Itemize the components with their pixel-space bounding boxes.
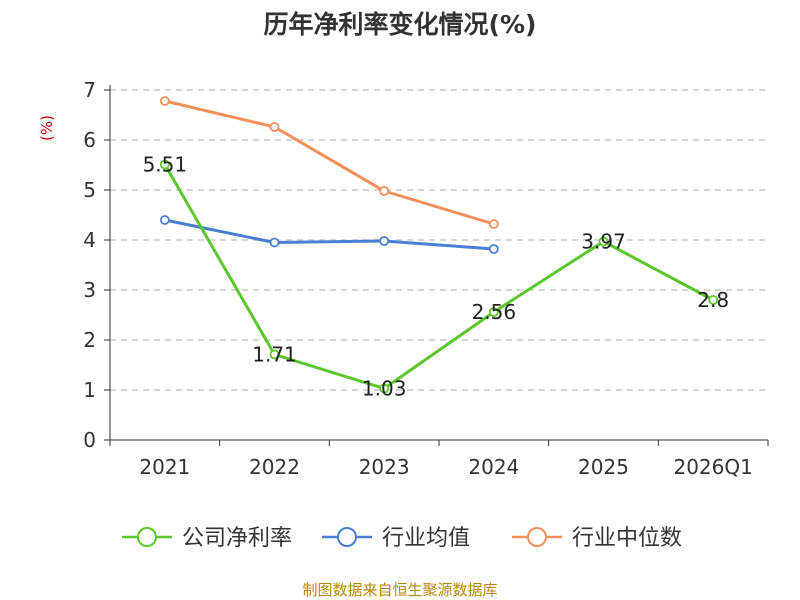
series-point-2 (269, 237, 280, 248)
legend-marker (337, 527, 357, 547)
chart-title: 历年净利率变化情况(%) (264, 10, 537, 39)
series-line-1 (163, 163, 714, 390)
data-label: 3.97 (581, 230, 626, 254)
x-tick-label: 2026Q1 (673, 455, 752, 479)
series-point-1 (598, 236, 609, 247)
data-label: 1.03 (362, 377, 407, 401)
y-axis-unit: (%) (38, 115, 56, 141)
legend-label: 公司净利率 (182, 526, 292, 551)
y-tick-label: 0 (83, 428, 96, 452)
data-label: 2.8 (697, 288, 729, 312)
x-tick-label: 2023 (359, 455, 410, 479)
legend[interactable]: 公司净利率 行业均值 行业中位数 (122, 526, 682, 551)
data-label: 1.71 (252, 343, 297, 367)
x-tick-label: 2021 (139, 455, 190, 479)
legend-marker (137, 527, 157, 547)
y-tick-label: 3 (83, 278, 96, 302)
series-point-1 (488, 307, 499, 317)
y-tick-label: 7 (83, 78, 96, 102)
series-point-3 (379, 186, 390, 196)
series-point-3 (488, 219, 499, 229)
series-point-1 (708, 295, 719, 305)
series-point-3 (269, 122, 280, 132)
y-tick-label: 2 (83, 328, 96, 352)
axes: 0 1 2 3 4 5 6 7 2021 2022 2023 2024 2025 2026Q1 (83, 78, 769, 479)
series-line-3 (164, 99, 495, 226)
source-note: 制图数据来自恒生聚源数据库 (302, 581, 497, 599)
series-point-1 (379, 383, 390, 394)
legend-item-1[interactable]: 公司净利率 (122, 526, 292, 551)
x-tick-label: 2024 (468, 455, 519, 479)
series-point-2 (488, 244, 499, 254)
series-point-2 (379, 236, 390, 246)
data-labels: 5.51 1.71 1.03 2.56 3.97 2.8 (143, 153, 730, 401)
series-point-3 (159, 96, 170, 106)
series-point-2 (159, 215, 170, 225)
legend-item-3[interactable]: 行业中位数 (512, 526, 682, 551)
legend-marker (527, 527, 547, 547)
y-tick-label: 5 (83, 178, 96, 202)
y-tick-label: 4 (83, 228, 96, 252)
legend-label: 行业中位数 (572, 526, 682, 551)
series-point-1 (159, 159, 170, 170)
y-tick-label: 6 (83, 128, 96, 152)
data-label: 2.56 (472, 300, 517, 324)
x-tick-label: 2022 (249, 455, 300, 479)
legend-item-2[interactable]: 行业均值 (322, 526, 470, 551)
y-tick-label: 1 (83, 378, 96, 402)
series-point-1 (269, 349, 280, 360)
legend-label: 行业均值 (382, 526, 470, 551)
data-label: 5.51 (143, 153, 188, 177)
x-tick-label: 2025 (578, 455, 629, 479)
series-line-2 (164, 218, 494, 251)
series-lines (159, 96, 719, 394)
